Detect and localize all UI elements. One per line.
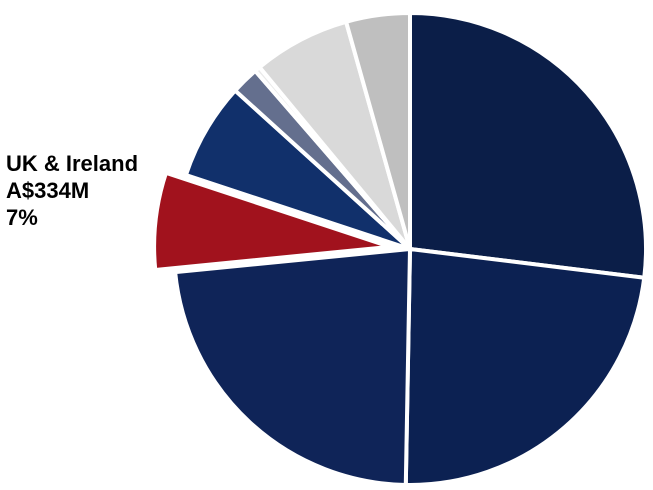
pie-slice-9 [344,11,412,251]
uk-ireland-callout: UK & Ireland A$334M 7% [6,150,138,231]
pie-slice-1 [408,11,648,280]
pie-slice-2 [403,247,647,487]
callout-label: UK & Ireland [6,151,139,176]
callout-percent: 7% [6,205,38,230]
pie-slice-4 [152,170,393,272]
pie-slice-3 [173,247,412,487]
callout-amount: A$334M [6,178,90,203]
